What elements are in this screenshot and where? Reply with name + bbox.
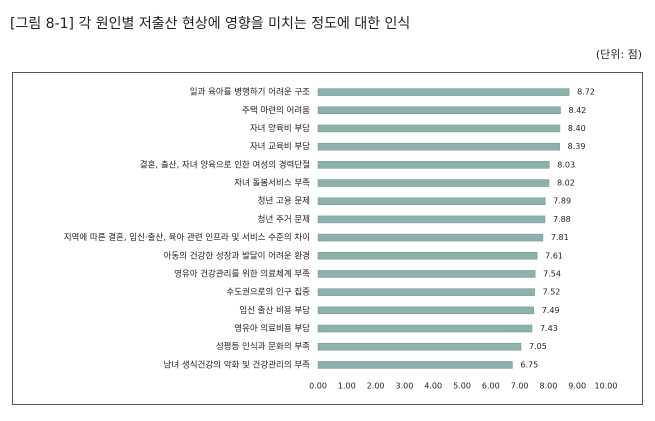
bar xyxy=(317,161,550,169)
bar xyxy=(317,361,513,369)
bar xyxy=(317,106,561,115)
category-label: 영유아 건강관리를 위한 의료체계 부족 xyxy=(174,268,310,279)
value-label: 8.72 xyxy=(577,88,595,97)
category-label: 영유아 의료비용 부담 xyxy=(234,323,310,334)
bar xyxy=(317,88,570,96)
value-label: 7.61 xyxy=(545,251,563,260)
value-label: 7.81 xyxy=(551,233,569,242)
value-label: 7.88 xyxy=(553,215,571,224)
chart-frame xyxy=(12,72,643,405)
bar xyxy=(317,179,550,187)
x-tick-label: 10.00 xyxy=(595,382,618,391)
bar xyxy=(317,252,538,260)
value-label: 7.05 xyxy=(529,342,547,351)
x-tick-label: 6.00 xyxy=(482,382,500,391)
x-tick-label: 0.00 xyxy=(309,382,327,391)
category-label: 청년 주거 문제 xyxy=(258,214,310,225)
bar xyxy=(317,233,544,242)
category-label: 임신 출산 비용 부담 xyxy=(239,305,310,316)
category-label: 성평등 인식과 문화의 부족 xyxy=(216,341,310,352)
category-label: 남녀 생식건강의 악화 및 건강관리의 부족 xyxy=(164,359,311,370)
x-tick-label: 2.00 xyxy=(367,382,385,391)
bar xyxy=(317,124,561,133)
value-label: 7.43 xyxy=(540,324,558,333)
x-tick-label: 3.00 xyxy=(395,382,413,391)
bar xyxy=(317,270,536,278)
value-label: 8.02 xyxy=(557,179,575,188)
bar xyxy=(317,342,522,351)
value-label: 7.89 xyxy=(553,197,571,206)
x-tick-label: 5.00 xyxy=(453,382,471,391)
category-label: 일과 육아를 병행하기 어려운 구조 xyxy=(190,87,310,98)
x-tick-label: 9.00 xyxy=(568,382,586,391)
x-tick-label: 1.00 xyxy=(338,382,356,391)
bar xyxy=(317,288,535,296)
category-label: 지역에 따른 결혼, 임신·출산, 육아 관련 인프라 및 서비스 수준의 차이 xyxy=(64,232,310,243)
category-label: 자녀 교육비 부담 xyxy=(250,141,310,152)
bar xyxy=(317,142,560,151)
category-label: 아동의 건강한 성장과 발달이 어려운 환경 xyxy=(164,250,310,261)
unit-label: (단위: 점) xyxy=(596,48,642,61)
category-label: 결혼, 출산, 자녀 양육으로 인한 여성의 경력단절 xyxy=(140,159,310,170)
bar xyxy=(317,197,546,205)
value-label: 7.52 xyxy=(543,288,561,297)
bar xyxy=(317,306,534,315)
bar xyxy=(317,215,546,224)
bar xyxy=(317,324,533,333)
value-label: 8.03 xyxy=(557,160,575,169)
value-label: 8.42 xyxy=(568,106,586,115)
value-label: 8.39 xyxy=(568,142,586,151)
x-tick-label: 4.00 xyxy=(424,382,442,391)
value-label: 7.54 xyxy=(543,269,561,278)
x-tick-label: 8.00 xyxy=(539,382,557,391)
category-label: 청년 고용 문제 xyxy=(258,196,310,207)
category-label: 자녀 양육비 부담 xyxy=(250,123,310,134)
category-label: 주택 마련의 어려움 xyxy=(242,105,310,116)
chart-title: [그림 8-1] 각 원인별 저출산 현상에 영향을 미치는 정도에 대한 인식 xyxy=(10,16,410,32)
category-label: 자녀 돌봄서비스 부족 xyxy=(234,179,310,189)
value-label: 6.75 xyxy=(520,360,538,369)
value-label: 8.40 xyxy=(568,124,586,133)
category-label: 수도권으로의 인구 집중 xyxy=(226,287,310,298)
value-label: 7.49 xyxy=(542,306,560,315)
x-tick-label: 7.00 xyxy=(511,382,529,391)
